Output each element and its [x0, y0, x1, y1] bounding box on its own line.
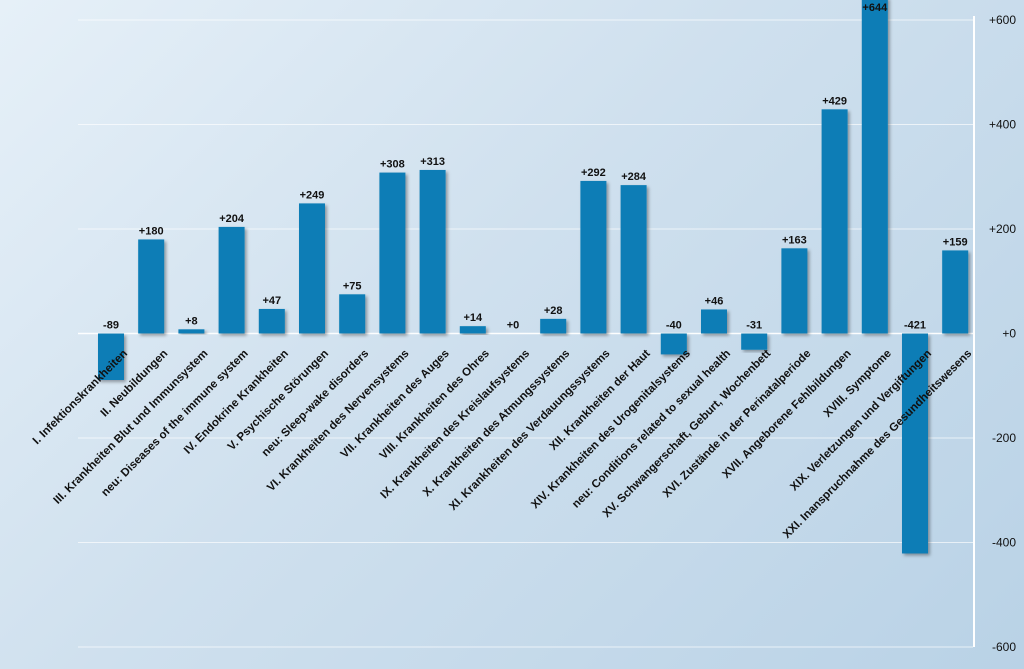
category-label: X. Krankheiten des Atmungssystems: [421, 348, 572, 499]
bar: [138, 239, 165, 334]
bar: [741, 333, 768, 350]
data-label: -421: [904, 320, 926, 332]
category-label: XVIII. Symptome: [822, 348, 894, 420]
data-label: +0: [507, 320, 520, 332]
bar: [861, 0, 888, 334]
y-tick-label: +600: [989, 13, 1016, 27]
data-label: +644: [862, 2, 888, 14]
data-label: +28: [544, 305, 563, 317]
bar: [580, 180, 607, 334]
data-label: -40: [666, 320, 682, 332]
bar: [902, 333, 928, 554]
data-label: +159: [943, 236, 968, 248]
category-label: VI. Krankheiten des Nervensystems: [265, 348, 411, 494]
y-tick-label: -200: [992, 431, 1016, 445]
y-tick-label: -600: [992, 640, 1016, 654]
bar: [620, 185, 647, 334]
bar: [299, 203, 325, 334]
data-label: +284: [621, 171, 647, 183]
y-tick-label: +0: [1002, 327, 1016, 341]
data-label: +8: [185, 315, 198, 327]
category-label: III. Krankheiten Blut und Immunsystem: [52, 348, 211, 507]
category-label: IX. Krankheiten des Kreislaufsystems: [379, 348, 533, 502]
y-tick-label: -400: [992, 536, 1016, 550]
bar: [98, 333, 124, 381]
bar: [821, 109, 848, 334]
data-label: +46: [705, 295, 724, 307]
bar: [419, 169, 446, 334]
bar: [701, 309, 727, 334]
data-label: +249: [300, 189, 325, 201]
data-label: +75: [343, 280, 362, 292]
category-label: XXI. Inanspruchnahme des Gesundheitswese…: [781, 348, 974, 541]
y-tick-label: +200: [989, 222, 1016, 236]
bar: [781, 248, 808, 334]
bar: [540, 318, 567, 334]
data-label: +292: [581, 167, 606, 179]
data-label: +180: [139, 225, 164, 237]
bar: [258, 308, 285, 334]
bar: [178, 329, 205, 334]
data-label: +163: [782, 234, 807, 246]
data-label: -31: [746, 320, 762, 332]
data-label: +204: [219, 213, 245, 225]
bar: [339, 294, 366, 334]
data-label: +308: [380, 159, 405, 171]
y-axis: +600 +400 +200 +0 -200 -400 -600: [973, 13, 1016, 654]
bar: [459, 326, 486, 334]
data-label: +429: [822, 95, 847, 107]
bar: [660, 333, 687, 355]
bar: [942, 250, 969, 334]
data-label: +313: [420, 156, 445, 168]
bar: [379, 172, 406, 334]
data-label: +47: [262, 295, 281, 307]
bar: [218, 226, 245, 334]
data-labels: -89 +180 +8 +204 +47 +249 +75 +308 +313 +14 +0 +28 +…: [103, 2, 968, 332]
data-label: +14: [463, 312, 483, 324]
y-tick-label: +400: [989, 118, 1016, 132]
data-label: -89: [103, 320, 119, 332]
bars: [98, 0, 969, 554]
category-label: XVI. Zustände in der Perinatalperiode: [661, 348, 814, 501]
